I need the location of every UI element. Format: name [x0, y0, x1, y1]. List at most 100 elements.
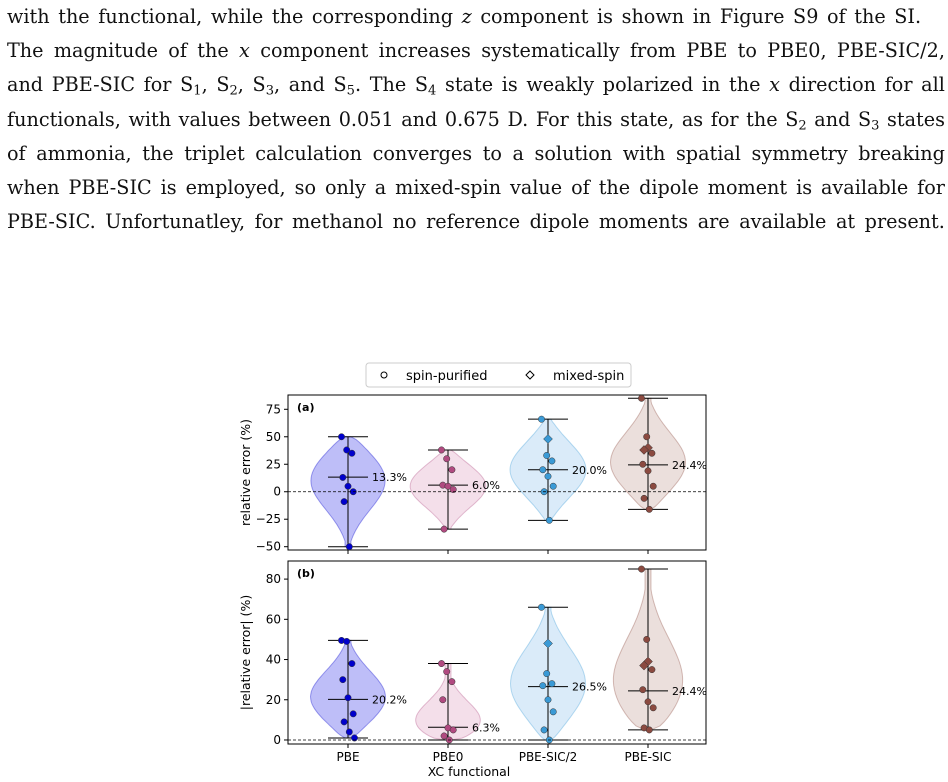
spin-purified-point [348, 660, 356, 668]
paragraph-word: PBE-SIC [51, 73, 135, 97]
paragraph-word: 0.675 [444, 107, 500, 131]
paragraph-word: S2, [216, 73, 244, 100]
spin-purified-point [448, 466, 456, 474]
paragraph-word: in [701, 73, 721, 97]
paragraph-word: the [197, 39, 229, 63]
paragraph-word: D. [507, 107, 529, 131]
paragraph-word: Figure [719, 5, 785, 28]
mixed-spin-point [639, 660, 649, 671]
x-tick-label: PBE-SIC [625, 750, 672, 764]
median-label: 24.4% [672, 459, 707, 472]
paragraph-word: between [248, 107, 332, 131]
paragraph-word: a [374, 175, 387, 199]
spin-purified-point [448, 678, 456, 686]
paragraph-word: magnitude [53, 39, 158, 63]
spin-purified-point [638, 394, 645, 402]
spin-purified-point [545, 516, 553, 524]
spin-purified-point [340, 718, 348, 726]
spin-purified-point [344, 694, 352, 702]
spin-purified-point [440, 732, 448, 740]
paragraph-line: functionals, with values between 0.051 and 0.6… [7, 103, 945, 137]
paragraph-word: solution [534, 141, 613, 165]
paragraph-word: breaking [858, 141, 945, 165]
paragraph-line: with the functional, while the corresponding z… [7, 0, 945, 34]
paragraph-word: from [629, 39, 676, 63]
spin-purified-point [645, 505, 653, 513]
paragraph: with the functional, while the corresponding z… [7, 0, 945, 239]
paragraph-word: the [142, 141, 174, 165]
paragraph-word: with [7, 5, 50, 28]
paragraph-word: ammonia, [36, 141, 132, 165]
paragraph-word: reference [426, 210, 521, 234]
paragraph-word: the [271, 5, 304, 28]
spin-purified-point [548, 680, 556, 688]
paragraph-word: of [168, 39, 187, 63]
paragraph-word: shown [621, 5, 685, 28]
spin-purified-point [345, 543, 353, 551]
spin-purified-point [644, 698, 652, 706]
median-label: 26.5% [572, 681, 607, 694]
paragraph-word: triplet [184, 141, 245, 165]
paragraph-word: while [210, 5, 264, 28]
spin-purified-point [639, 460, 647, 468]
paragraph-word: symmetry [751, 141, 848, 165]
paragraph-word: PBE-SIC [68, 175, 152, 199]
spin-purified-point [339, 473, 347, 481]
paragraph-word: for [710, 107, 739, 131]
paragraph-line: The magnitude of the x component increases syst… [7, 34, 945, 68]
paragraph-word: with [622, 141, 666, 165]
spin-purified-point [544, 696, 552, 704]
legend-label-mixed-spin: mixed-spin [553, 369, 624, 384]
paragraph-word: corresponding [311, 5, 454, 28]
paragraph-word: and [814, 107, 851, 131]
paragraph-word: of [827, 5, 846, 28]
spin-purified-point [538, 603, 545, 611]
paragraph-word: SI. [894, 5, 922, 28]
spin-purified-point [649, 704, 657, 712]
paragraph-word: direction [788, 73, 877, 97]
spin-purified-point [539, 466, 547, 474]
paragraph-word: spatial [675, 141, 741, 165]
subscript: 1 [193, 84, 202, 100]
paragraph-word: the [746, 107, 778, 131]
y-tick-label: 50 [266, 430, 281, 444]
paragraph-word: employed, [185, 175, 286, 199]
paragraph-word: so [294, 175, 317, 199]
mixed-spin-legend-marker [525, 370, 535, 380]
median-label: 6.0% [472, 479, 500, 492]
spin-purified-point [549, 708, 557, 716]
paragraph-word: the [854, 5, 886, 28]
subscript: 5 [346, 84, 355, 100]
paragraph-word: the [729, 73, 761, 97]
paragraph-word: z [462, 0, 472, 34]
paragraph-word: all [921, 73, 945, 97]
paragraph-word: Unfortunatley, [105, 210, 246, 234]
paragraph-word: of [7, 141, 26, 165]
paragraph-word: 0.051 [338, 107, 394, 131]
median-label: 6.3% [472, 721, 500, 734]
spin-purified-point [543, 452, 551, 459]
spin-purified-legend-marker [380, 371, 388, 379]
y-tick-label: 75 [266, 402, 281, 416]
paragraph-word: available [820, 175, 909, 199]
spin-purified-point [540, 726, 548, 734]
paragraph-word: state, [620, 107, 675, 131]
mixed-spin-point [543, 434, 553, 444]
paragraph-word: and [401, 107, 438, 131]
spin-purified-point [544, 472, 552, 480]
plot-frame [287, 560, 707, 745]
spin-purified-point [449, 726, 457, 734]
spin-purified-point [648, 449, 656, 457]
math-variable: x [239, 39, 250, 63]
spin-purified-point [340, 498, 348, 506]
spin-purified-point [449, 486, 457, 493]
panel-label: (b) [297, 567, 315, 580]
paragraph-word: moments [598, 210, 689, 234]
math-variable: z [461, 5, 472, 28]
paragraph-word: is [796, 175, 813, 199]
paragraph-line: PBE-SIC. Unfortunatley, for methanol no refer… [7, 205, 945, 239]
spin-purified-point [440, 525, 448, 533]
y-tick-label: −25 [256, 512, 281, 526]
paragraph-word: systematically [481, 39, 620, 63]
paragraph-word: states [887, 107, 945, 131]
